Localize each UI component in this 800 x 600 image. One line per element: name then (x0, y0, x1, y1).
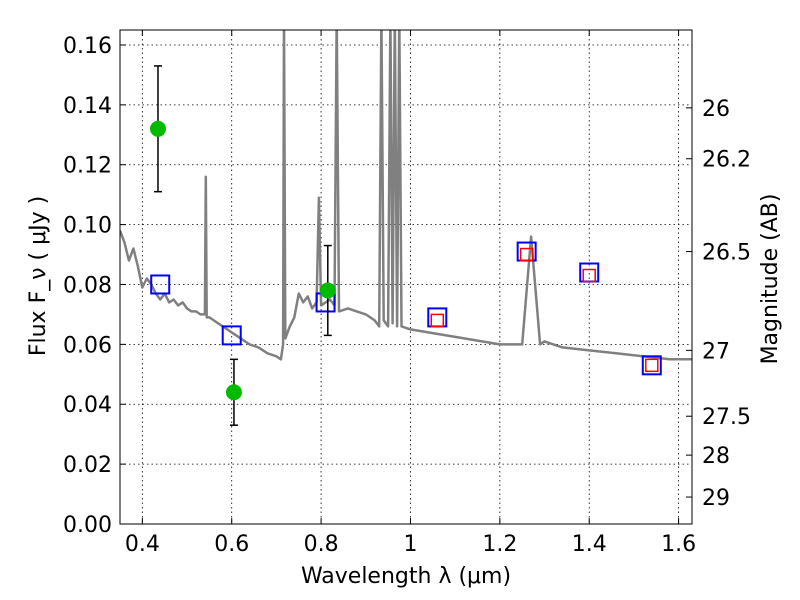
y2-tick-label: 28 (702, 444, 730, 469)
y2-tick-label: 26.5 (702, 241, 751, 266)
x-tick-label: 0.8 (304, 532, 339, 557)
observed-limit-square (519, 247, 534, 262)
y2-tick-label: 26 (702, 97, 730, 122)
model-photometry-square (221, 325, 242, 346)
x-tick-label: 0.4 (125, 532, 160, 557)
y-tick-label: 0.12 (63, 154, 112, 179)
y2-tick-label: 29 (702, 486, 730, 511)
y-tick-label: 0.14 (63, 94, 112, 119)
x-tick-label: 1 (403, 532, 417, 557)
y-tick-label: 0.00 (63, 513, 112, 538)
y-tick-label: 0.10 (63, 214, 112, 239)
x-tick-label: 1.2 (482, 532, 517, 557)
observed-limit-square (645, 358, 659, 373)
y2-tick-label: 26.2 (702, 148, 751, 173)
x-axis: 0.4 0.6 0.8 1 1.2 1.4 1.6 (125, 30, 696, 557)
x-tick-label: 1.6 (661, 532, 696, 557)
y2-tick-label: 27.5 (702, 405, 751, 430)
model-photometry-square (641, 355, 662, 376)
observed-limit-square (582, 268, 596, 283)
y-tick-label: 0.08 (63, 273, 112, 298)
y2-tick-label: 27 (702, 339, 730, 364)
series-layer (120, 30, 692, 426)
y-axis-label: Flux F_ν ( μJy ) (26, 196, 51, 356)
x-axis-label: Wavelength λ (μm) (301, 564, 511, 589)
y-tick-label: 0.04 (63, 393, 112, 418)
model-photometry-square (150, 274, 171, 295)
observed-photometry-point (225, 384, 242, 401)
observed-limit-square (430, 313, 445, 328)
y-tick-label: 0.06 (63, 333, 112, 358)
observed-photometry-point (319, 282, 336, 299)
y-tick-label: 0.16 (63, 34, 112, 59)
y-axis-right: 26 26.2 26.5 27 27.5 28 29 (686, 97, 751, 511)
plot-frame (119, 29, 693, 525)
x-tick-label: 0.6 (214, 532, 249, 557)
y-axis-left: 0.00 0.02 0.04 0.06 0.08 0.10 0.12 0.14 0.16 (63, 34, 126, 538)
sed-model-line (120, 30, 692, 361)
x-tick-label: 1.4 (572, 532, 607, 557)
y-tick-label: 0.02 (63, 453, 112, 478)
observed-photometry-point (149, 120, 166, 137)
y2-axis-label: Magnitude (AB) (758, 194, 783, 365)
